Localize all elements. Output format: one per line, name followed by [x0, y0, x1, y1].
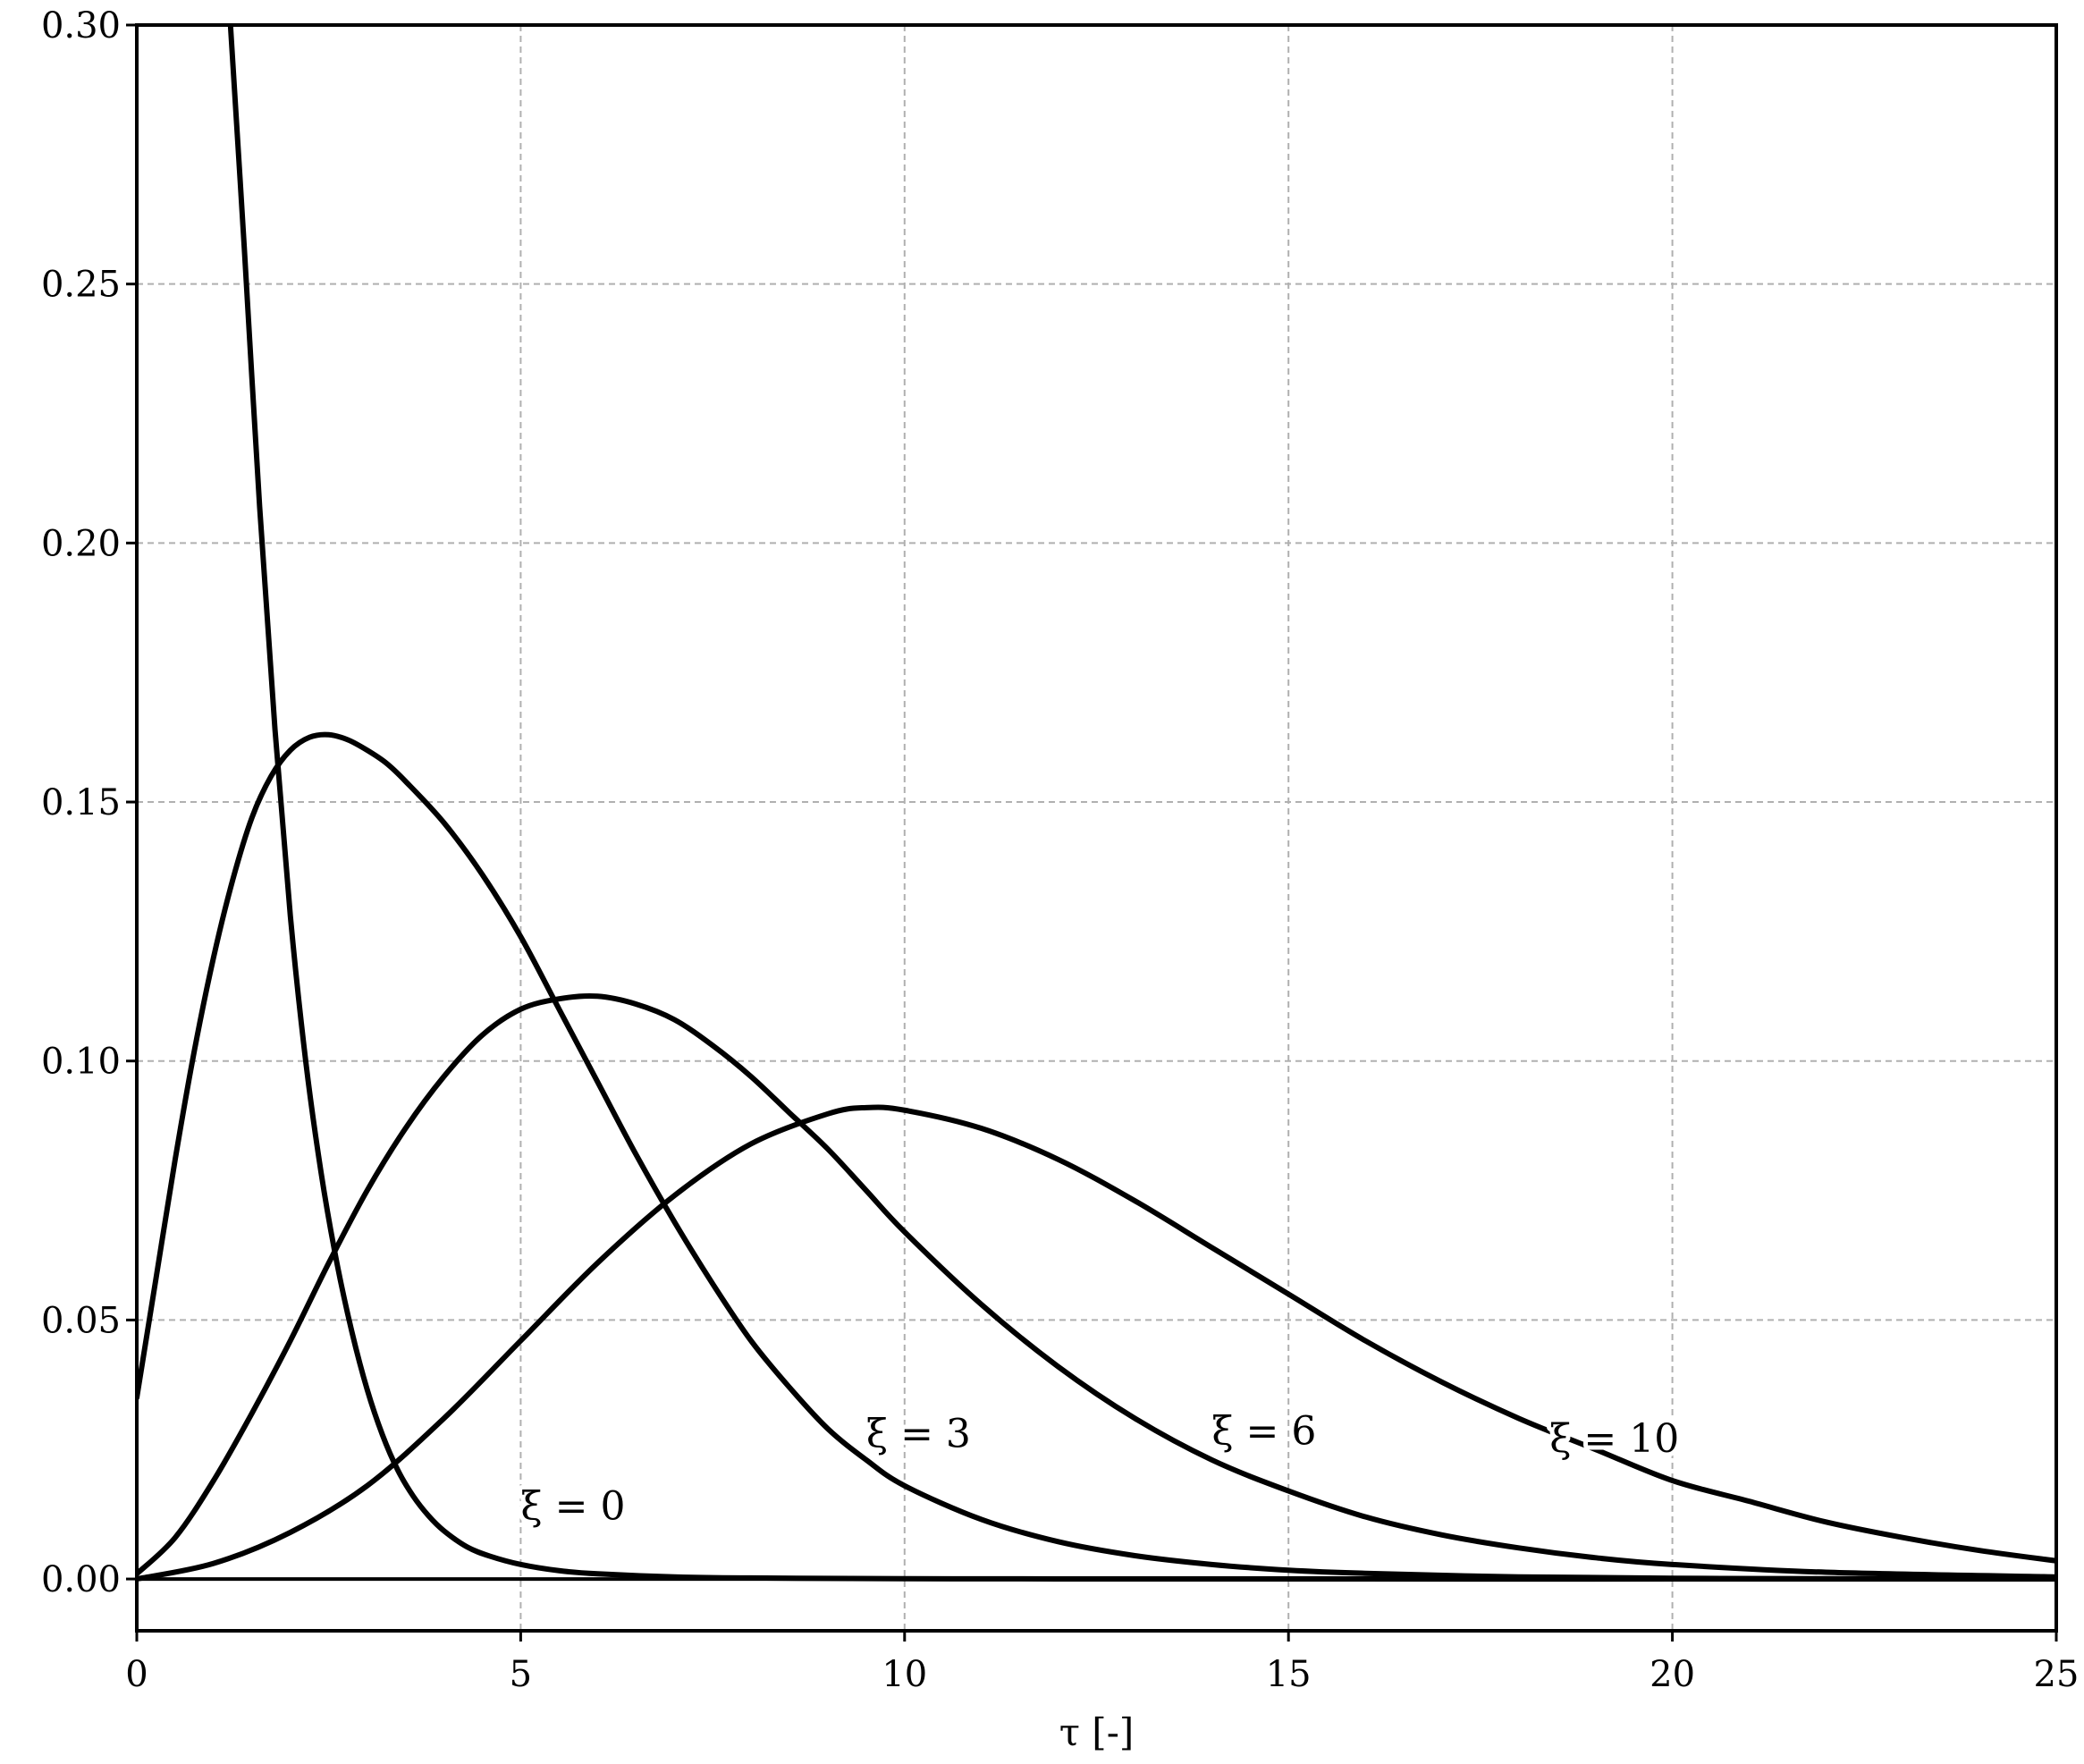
series-line-1 — [137, 731, 2056, 1583]
y-tick-label: 0.00 — [41, 1559, 121, 1600]
y-tick-label: 0.05 — [41, 1300, 121, 1341]
x-tick-label: 15 — [1266, 1654, 1312, 1695]
series-line-3 — [137, 1104, 2056, 1583]
ticks: 0 5 10 15 20 25 0.00 0.05 0.10 0.15 0.20 0.25 0.30 — [41, 5, 2080, 1695]
y-tick-label: 0.30 — [41, 5, 121, 46]
series-layer — [137, 25, 2056, 1583]
x-tick-label: 20 — [1649, 1654, 1695, 1695]
series-label-2: ξ = 6 — [1211, 1408, 1316, 1454]
series-label-0: ξ = 0 — [520, 1483, 625, 1529]
y-tick-label: 0.20 — [41, 523, 121, 564]
grid — [137, 25, 2056, 1631]
curve-label-layer: ξ = 0 ξ = 3 ξ = 6 ξ = 10 — [516, 1404, 1683, 1533]
x-tick-label: 0 — [125, 1654, 148, 1695]
y-tick-label: 0.10 — [41, 1042, 121, 1083]
x-tick-label: 10 — [882, 1654, 927, 1695]
series-line-2 — [137, 992, 2056, 1580]
y-tick-label: 0.25 — [41, 265, 121, 306]
series-label-3: ξ = 10 — [1549, 1416, 1679, 1462]
y-tick-label: 0.15 — [41, 782, 121, 823]
series-label-1: ξ = 3 — [866, 1411, 971, 1456]
plot-frame — [135, 23, 2058, 1633]
x-axis-label: τ [-] — [1059, 1710, 1135, 1754]
x-tick-label: 25 — [2034, 1654, 2080, 1695]
x-tick-label: 5 — [510, 1654, 532, 1695]
